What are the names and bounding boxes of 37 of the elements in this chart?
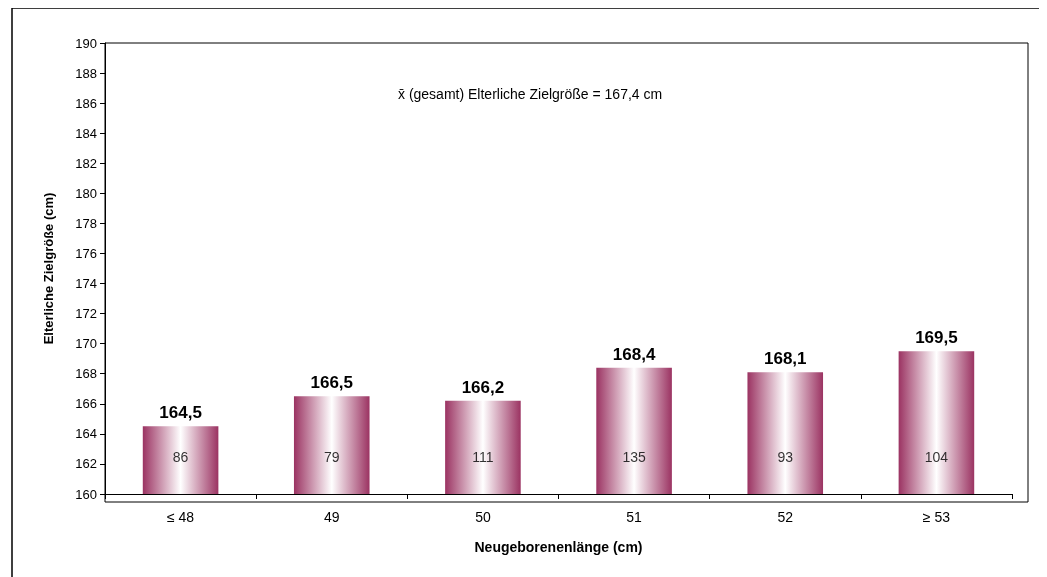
y-tick-label: 166 (75, 396, 97, 412)
x-axis-title: Neugeborenenlänge (cm) (474, 539, 643, 555)
annotation: 104 (924, 448, 949, 465)
y-tick-label: 172 (75, 306, 97, 322)
x-tick-label: 50 (475, 509, 491, 525)
x-tick-label: ≤ 48 (167, 509, 195, 525)
y-tick-label: 164 (75, 426, 97, 442)
x-tick-label: 49 (323, 509, 340, 525)
y-tick-label: 162 (75, 456, 97, 472)
y-tick-label: 184 (75, 125, 97, 141)
x-tick-label: 52 (777, 509, 794, 525)
y-axis-title: Elterliche Zielgröße (cm) (41, 192, 56, 345)
annotation: 86 (172, 448, 189, 465)
data-label: 168,1 (763, 349, 807, 369)
data-label: 169,5 (915, 328, 958, 348)
y-tick-label: 160 (75, 486, 97, 502)
y-tick-label: 178 (75, 215, 97, 231)
y-tick-label: 180 (75, 185, 97, 201)
annotation: 111 (472, 448, 494, 465)
x-tick-label: 51 (626, 509, 643, 525)
y-tick-label: 188 (75, 65, 97, 81)
y-tick-label: 190 (75, 35, 97, 51)
y-tick-label: 168 (75, 366, 97, 382)
y-tick-label: 170 (75, 336, 97, 352)
annotation: 93 (777, 448, 794, 465)
y-tick-label: 174 (75, 276, 97, 292)
annotation: x̄ (gesamt) Elterliche Zielgröße = 167,4 cm (398, 86, 663, 102)
annotation: 135 (622, 448, 646, 465)
y-tick-label: 182 (75, 155, 97, 171)
data-label: 168,4 (612, 344, 656, 364)
data-label: 164,5 (159, 403, 202, 423)
data-label: 166,5 (310, 373, 354, 393)
data-label: 166,2 (461, 377, 505, 397)
y-tick-label: 176 (75, 245, 97, 261)
y-tick-label: 186 (75, 95, 97, 111)
annotation: 79 (323, 448, 340, 465)
x-tick-label: ≥ 53 (922, 509, 951, 525)
